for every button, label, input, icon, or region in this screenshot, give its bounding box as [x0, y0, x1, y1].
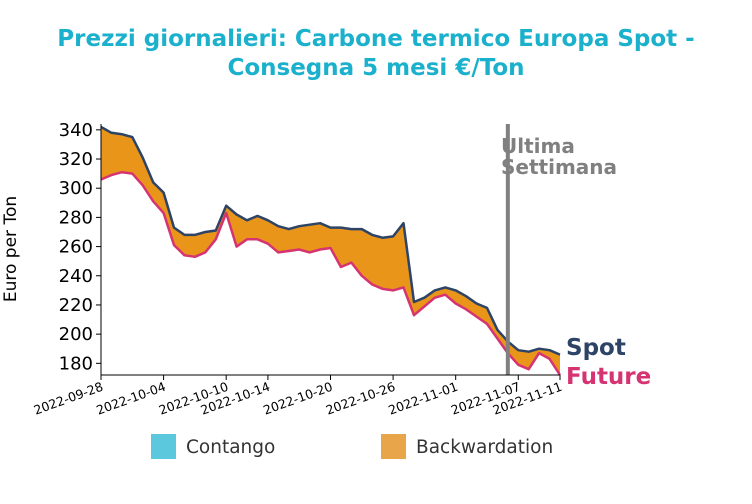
x-tick-label: 2022-10-26: [324, 379, 397, 418]
spot-end-label: Spot: [566, 335, 626, 361]
x-axis: 2022-09-282022-10-042022-10-102022-10-14…: [32, 374, 564, 418]
y-tick-label: 200: [59, 324, 93, 345]
x-tick-label: 2022-09-28: [32, 379, 105, 418]
future-line: [100, 170, 562, 376]
y-tick-label: 240: [59, 266, 93, 287]
y-tick-label: 180: [59, 353, 93, 374]
x-tick-label: 2022-11-01: [386, 379, 459, 418]
chart-title-line2: Consegna 5 mesi €/Ton: [227, 55, 524, 81]
y-tick-label: 280: [59, 207, 93, 228]
x-tick-label: 2022-10-20: [261, 379, 334, 418]
chart-title-line1: Prezzi giornalieri: Carbone termico Euro…: [57, 26, 694, 52]
y-axis-label: Euro per Ton: [1, 196, 21, 302]
legend-label-backwardation: Backwardation: [416, 437, 553, 458]
y-tick-label: 320: [59, 149, 93, 170]
y-tick-label: 260: [59, 237, 93, 258]
y-tick-label: 220: [59, 295, 93, 316]
legend: Contango Backwardation: [151, 434, 553, 459]
legend-swatch-backwardation: [381, 434, 406, 459]
last-week-label-line2: Settimana: [501, 155, 617, 179]
legend-label-contango: Contango: [186, 437, 275, 458]
legend-swatch-contango: [151, 434, 176, 459]
y-axis: 180 200 220 240 260 280 300 320 340: [59, 120, 102, 375]
last-week-label-line1: Ultima: [501, 134, 575, 158]
future-end-label: Future: [566, 364, 651, 390]
backwardation-area: [101, 126, 560, 376]
spot-line: [100, 125, 561, 356]
y-tick-label: 340: [59, 120, 93, 141]
y-tick-label: 300: [59, 178, 93, 199]
x-tick-label: 2022-10-04: [94, 379, 167, 418]
plot-area: [100, 124, 562, 376]
